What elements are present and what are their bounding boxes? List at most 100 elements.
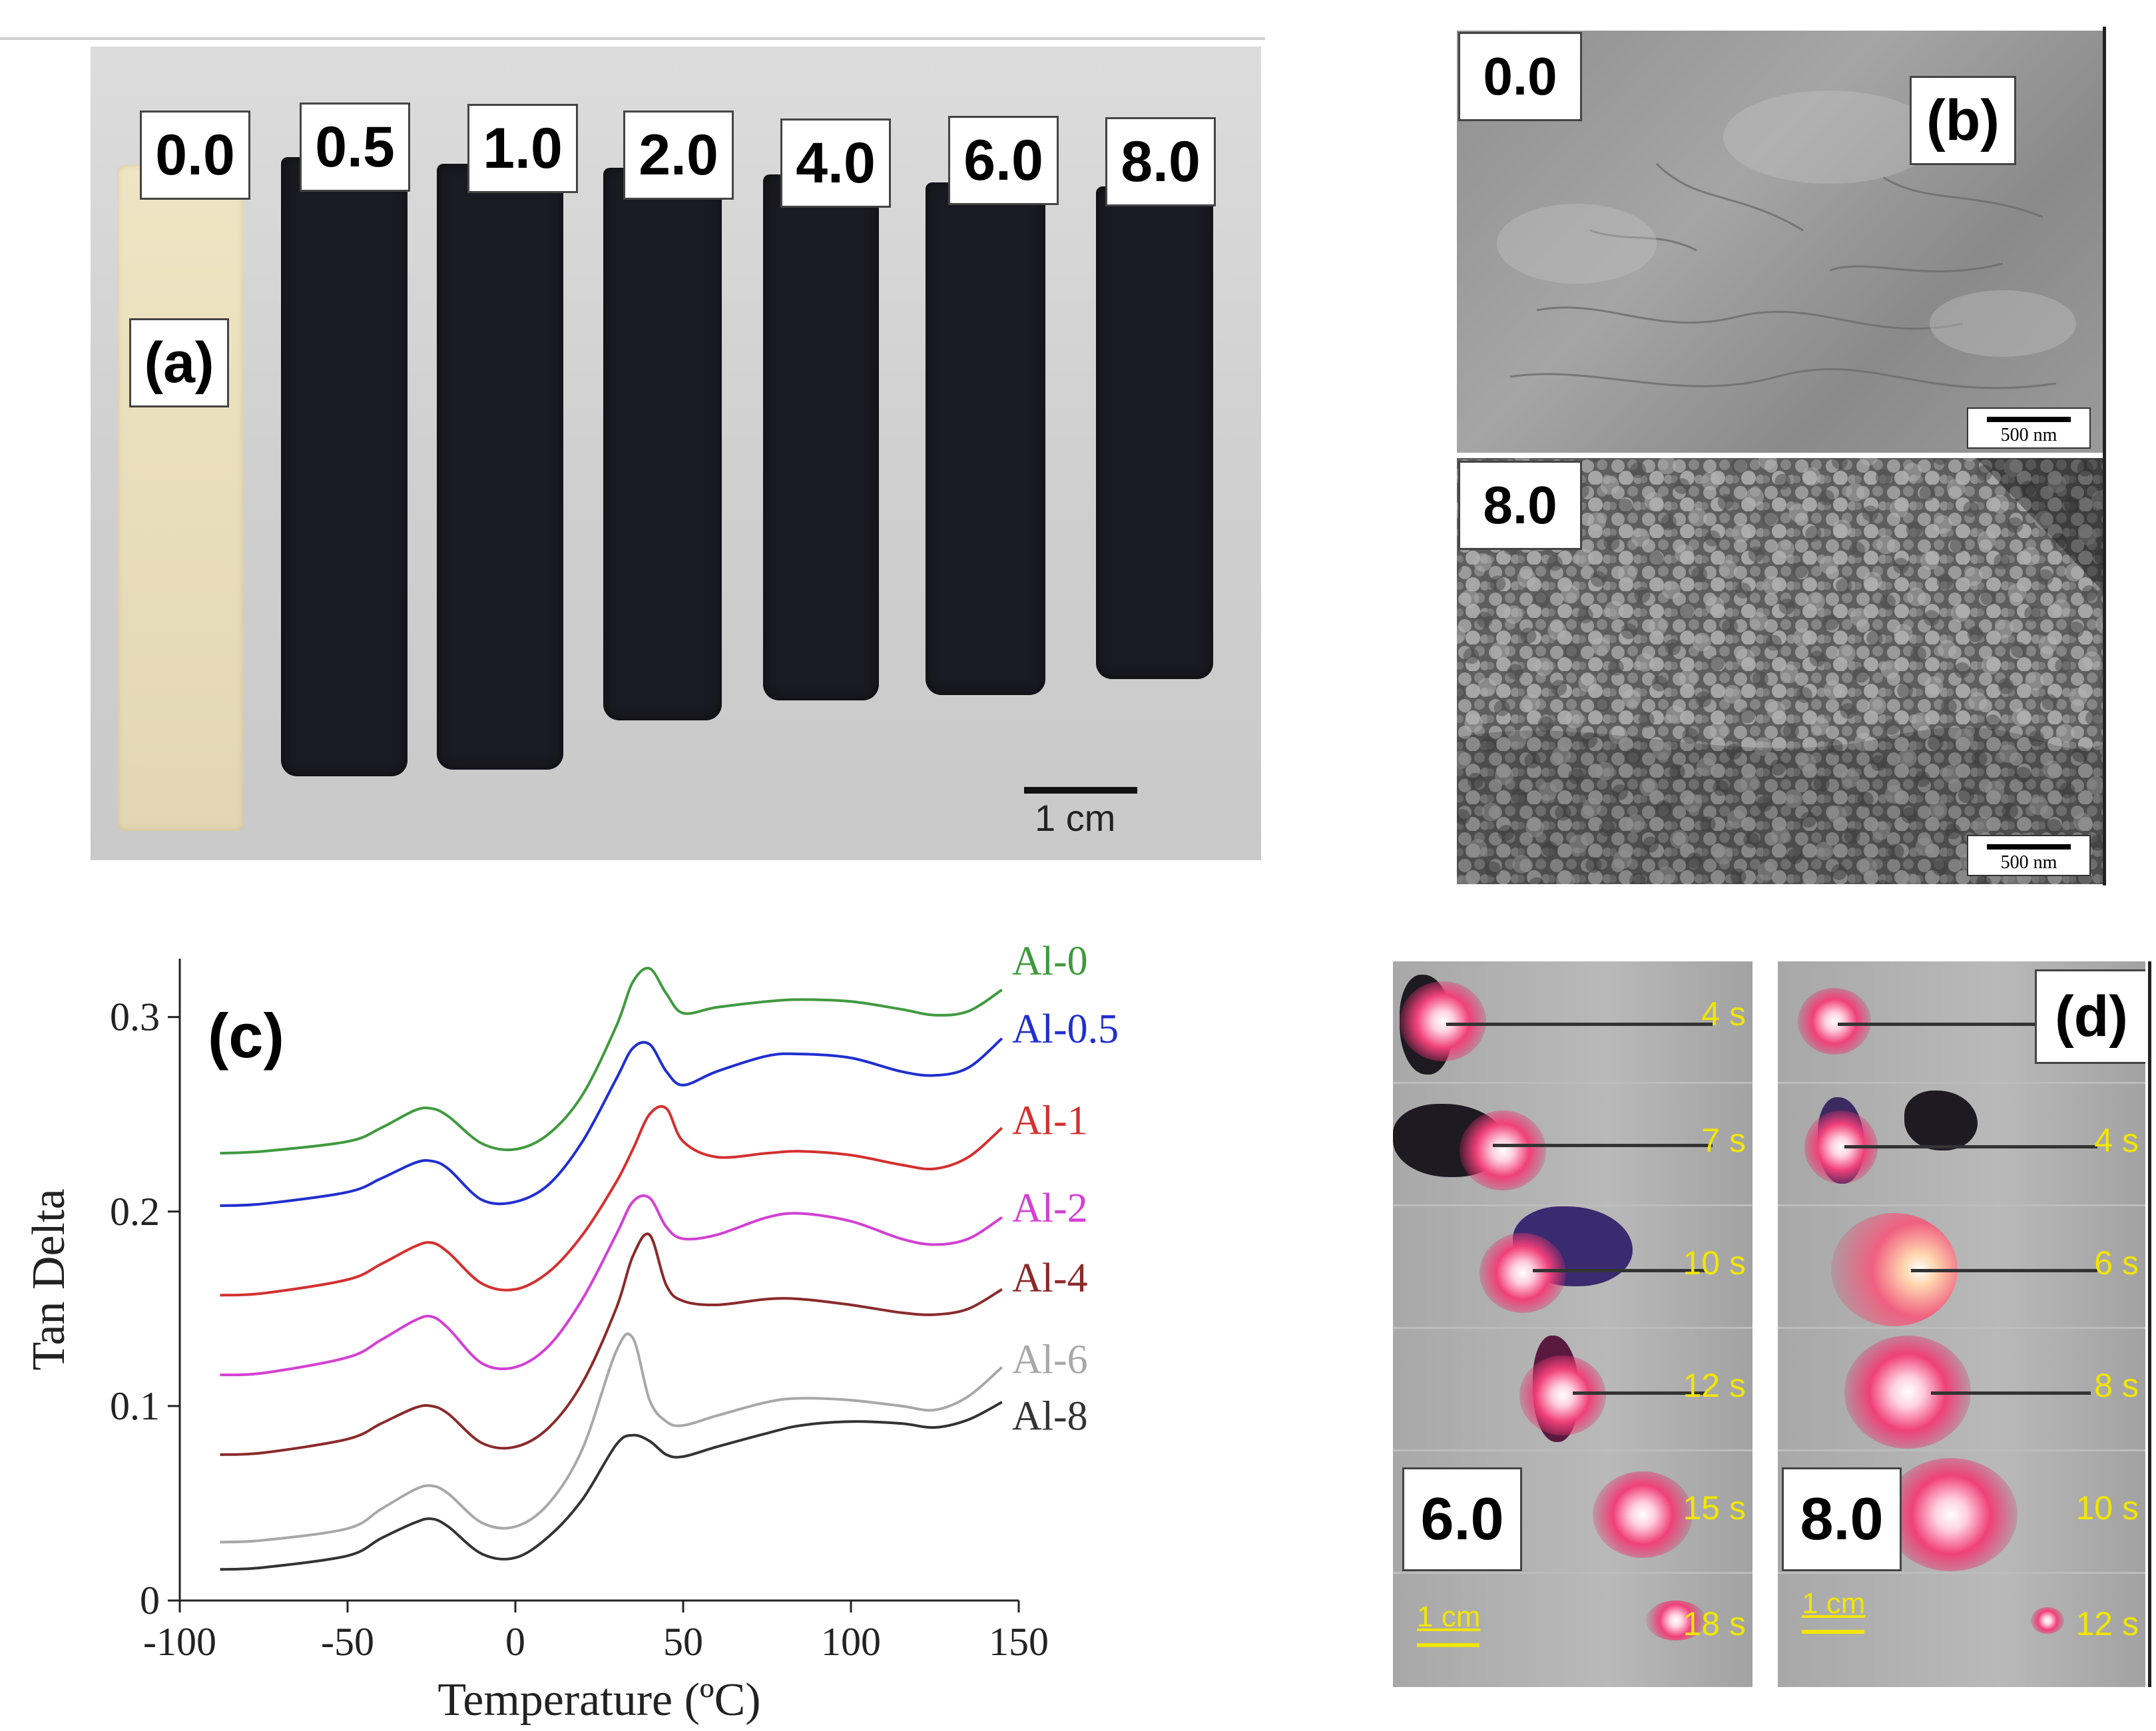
y-tick-label: 0.1 xyxy=(110,1384,160,1428)
sample-strip-2.0 xyxy=(603,168,722,720)
flame xyxy=(1646,1601,1706,1640)
series-line-al-2 xyxy=(220,1194,1003,1377)
series-label-al-2: Al-2 xyxy=(1012,1186,1088,1231)
wire xyxy=(1533,1269,1706,1272)
wire xyxy=(1931,1391,2091,1395)
series-line-al-6 xyxy=(220,1332,1003,1544)
x-axis-title: Temperature (ºC) xyxy=(437,1674,760,1726)
panel-c-tag: (c) xyxy=(208,1001,284,1071)
time-label: 10 s xyxy=(1683,1244,1746,1282)
tan-delta-chart: -100 -50 0 50 100 150 0 0.1 0.2 0.3 Temperature (º… xyxy=(23,939,1119,1726)
frame: 18 s 1 cm xyxy=(1393,1574,1752,1687)
scale-bar xyxy=(1987,844,2071,850)
panel-a-photo: 0.0 0.5 1.0 2.0 4.0 6.0 8.0 (a) 1 cm xyxy=(91,47,1261,860)
panel-a-tag: (a) xyxy=(129,318,229,407)
flame xyxy=(1400,981,1486,1061)
scale-label: 1 cm xyxy=(1417,1601,1481,1633)
flame xyxy=(1593,1471,1693,1558)
sample-label-6.0: 6.0 xyxy=(948,116,1059,205)
scale-bar xyxy=(1417,1643,1480,1647)
series-line-al-0 xyxy=(220,967,1003,1155)
wire xyxy=(1493,1144,1713,1147)
series-label-al-6: Al-6 xyxy=(1012,1338,1088,1383)
time-label: 4 s xyxy=(2094,1122,2139,1159)
x-tick-label: 100 xyxy=(821,1620,881,1664)
frame: 7 s xyxy=(1393,1084,1752,1206)
panel-b-bottom-label: 8.0 xyxy=(1458,461,1582,550)
series-label-al-0-5: Al-0.5 xyxy=(1012,1007,1119,1052)
wire xyxy=(1838,1023,2104,1026)
frame: 8 s xyxy=(1778,1329,2145,1451)
y-axis-title: Tan Delta xyxy=(23,1188,75,1370)
wire xyxy=(1844,1145,2097,1148)
sample-strip-0.5 xyxy=(281,157,407,776)
panel-d-label-6.0: 6.0 xyxy=(1402,1467,1522,1571)
frame: 4 s xyxy=(1393,961,1752,1084)
time-label: 12 s xyxy=(2075,1605,2139,1642)
frame: 6 s xyxy=(1778,1206,2145,1329)
sample-label-1.0: 1.0 xyxy=(467,104,578,193)
time-label: 12 s xyxy=(1683,1367,1746,1404)
scale-bar xyxy=(1987,417,2071,422)
y-tick-label: 0 xyxy=(140,1579,160,1622)
panel-b-right-border xyxy=(2103,27,2106,885)
panel-d-label-8.0: 8.0 xyxy=(1782,1467,1902,1571)
series-label-al-4: Al-4 xyxy=(1012,1256,1088,1301)
time-label: 10 s xyxy=(2075,1489,2139,1527)
panel-b-tag: (b) xyxy=(1910,76,2016,165)
sample-label-0.5: 0.5 xyxy=(300,103,410,192)
frame: 12 s xyxy=(1393,1329,1752,1451)
time-label: 8 s xyxy=(2094,1367,2139,1404)
sample-label-2.0: 2.0 xyxy=(623,111,734,200)
sample-strip-0.0 xyxy=(117,165,244,831)
sem-image-8.0: 8.0 500 nm xyxy=(1457,458,2103,884)
time-label: 7 s xyxy=(1701,1122,1746,1159)
scale-bar xyxy=(1802,1630,1864,1634)
series-line-al-1 xyxy=(220,1105,1003,1297)
series-line-al-8 xyxy=(220,1401,1003,1571)
top-rule xyxy=(0,37,1265,40)
sample-label-4.0: 4.0 xyxy=(780,119,891,208)
wire xyxy=(1573,1391,1706,1395)
series-label-al-0: Al-0 xyxy=(1012,939,1088,984)
panel-d-tag: (d) xyxy=(2035,969,2145,1064)
time-label: 4 s xyxy=(1701,995,1746,1033)
sample-strip-6.0 xyxy=(926,182,1045,695)
sem-crack-texture xyxy=(1497,91,2076,389)
sample-strip-4.0 xyxy=(763,174,879,700)
flame xyxy=(1480,1233,1566,1313)
flame-test-column-6.0: 4 s 7 s 10 s 12 s 15 s 18 s 1 cm 6.0 xyxy=(1393,961,1752,1687)
panel-d-right-border xyxy=(2148,961,2151,1687)
x-tick-label: 50 xyxy=(663,1620,703,1664)
x-tick-label: 0 xyxy=(505,1620,525,1664)
time-label: 6 s xyxy=(2094,1244,2139,1282)
time-label: 18 s xyxy=(1683,1605,1746,1642)
scale-label: 500 nm xyxy=(2000,425,2057,445)
sem-image-0.0: 0.0 (b) 500 nm xyxy=(1457,31,2103,453)
series-label-al-1: Al-1 xyxy=(1012,1098,1088,1143)
series-line-al-0-5 xyxy=(220,1037,1003,1207)
sample-label-0.0: 0.0 xyxy=(140,111,250,200)
wire xyxy=(1911,1269,2097,1272)
flame xyxy=(1519,1356,1606,1435)
y-tick-label: 0.3 xyxy=(110,995,160,1039)
flame xyxy=(2031,1607,2064,1634)
x-tick-label: -50 xyxy=(321,1620,374,1664)
sample-strip-1.0 xyxy=(437,164,563,770)
panel-b-top-label: 0.0 xyxy=(1458,32,1582,121)
panel-a-scale-bar xyxy=(1024,787,1137,794)
flame xyxy=(1884,1458,2018,1571)
series-line-al-4 xyxy=(220,1232,1003,1456)
frame: 12 s 1 cm xyxy=(1778,1574,2145,1687)
panel-a-scale-label: 1 cm xyxy=(1035,797,1116,839)
flame xyxy=(1460,1111,1546,1190)
x-tick-label: 150 xyxy=(989,1620,1049,1664)
flame-test-column-8.0: 4 s 4 s 6 s 8 s 10 s 12 s 1 cm 8.0 (d) xyxy=(1778,961,2145,1687)
frame: 10 s xyxy=(1393,1206,1752,1329)
sample-label-8.0: 8.0 xyxy=(1105,117,1216,206)
y-tick-label: 0.2 xyxy=(110,1190,160,1234)
time-label: 15 s xyxy=(1683,1489,1746,1527)
char-residue xyxy=(1904,1091,1978,1150)
scale-label: 1 cm xyxy=(1802,1587,1866,1620)
panel-b-bottom-scale: 500 nm xyxy=(1967,835,2091,876)
